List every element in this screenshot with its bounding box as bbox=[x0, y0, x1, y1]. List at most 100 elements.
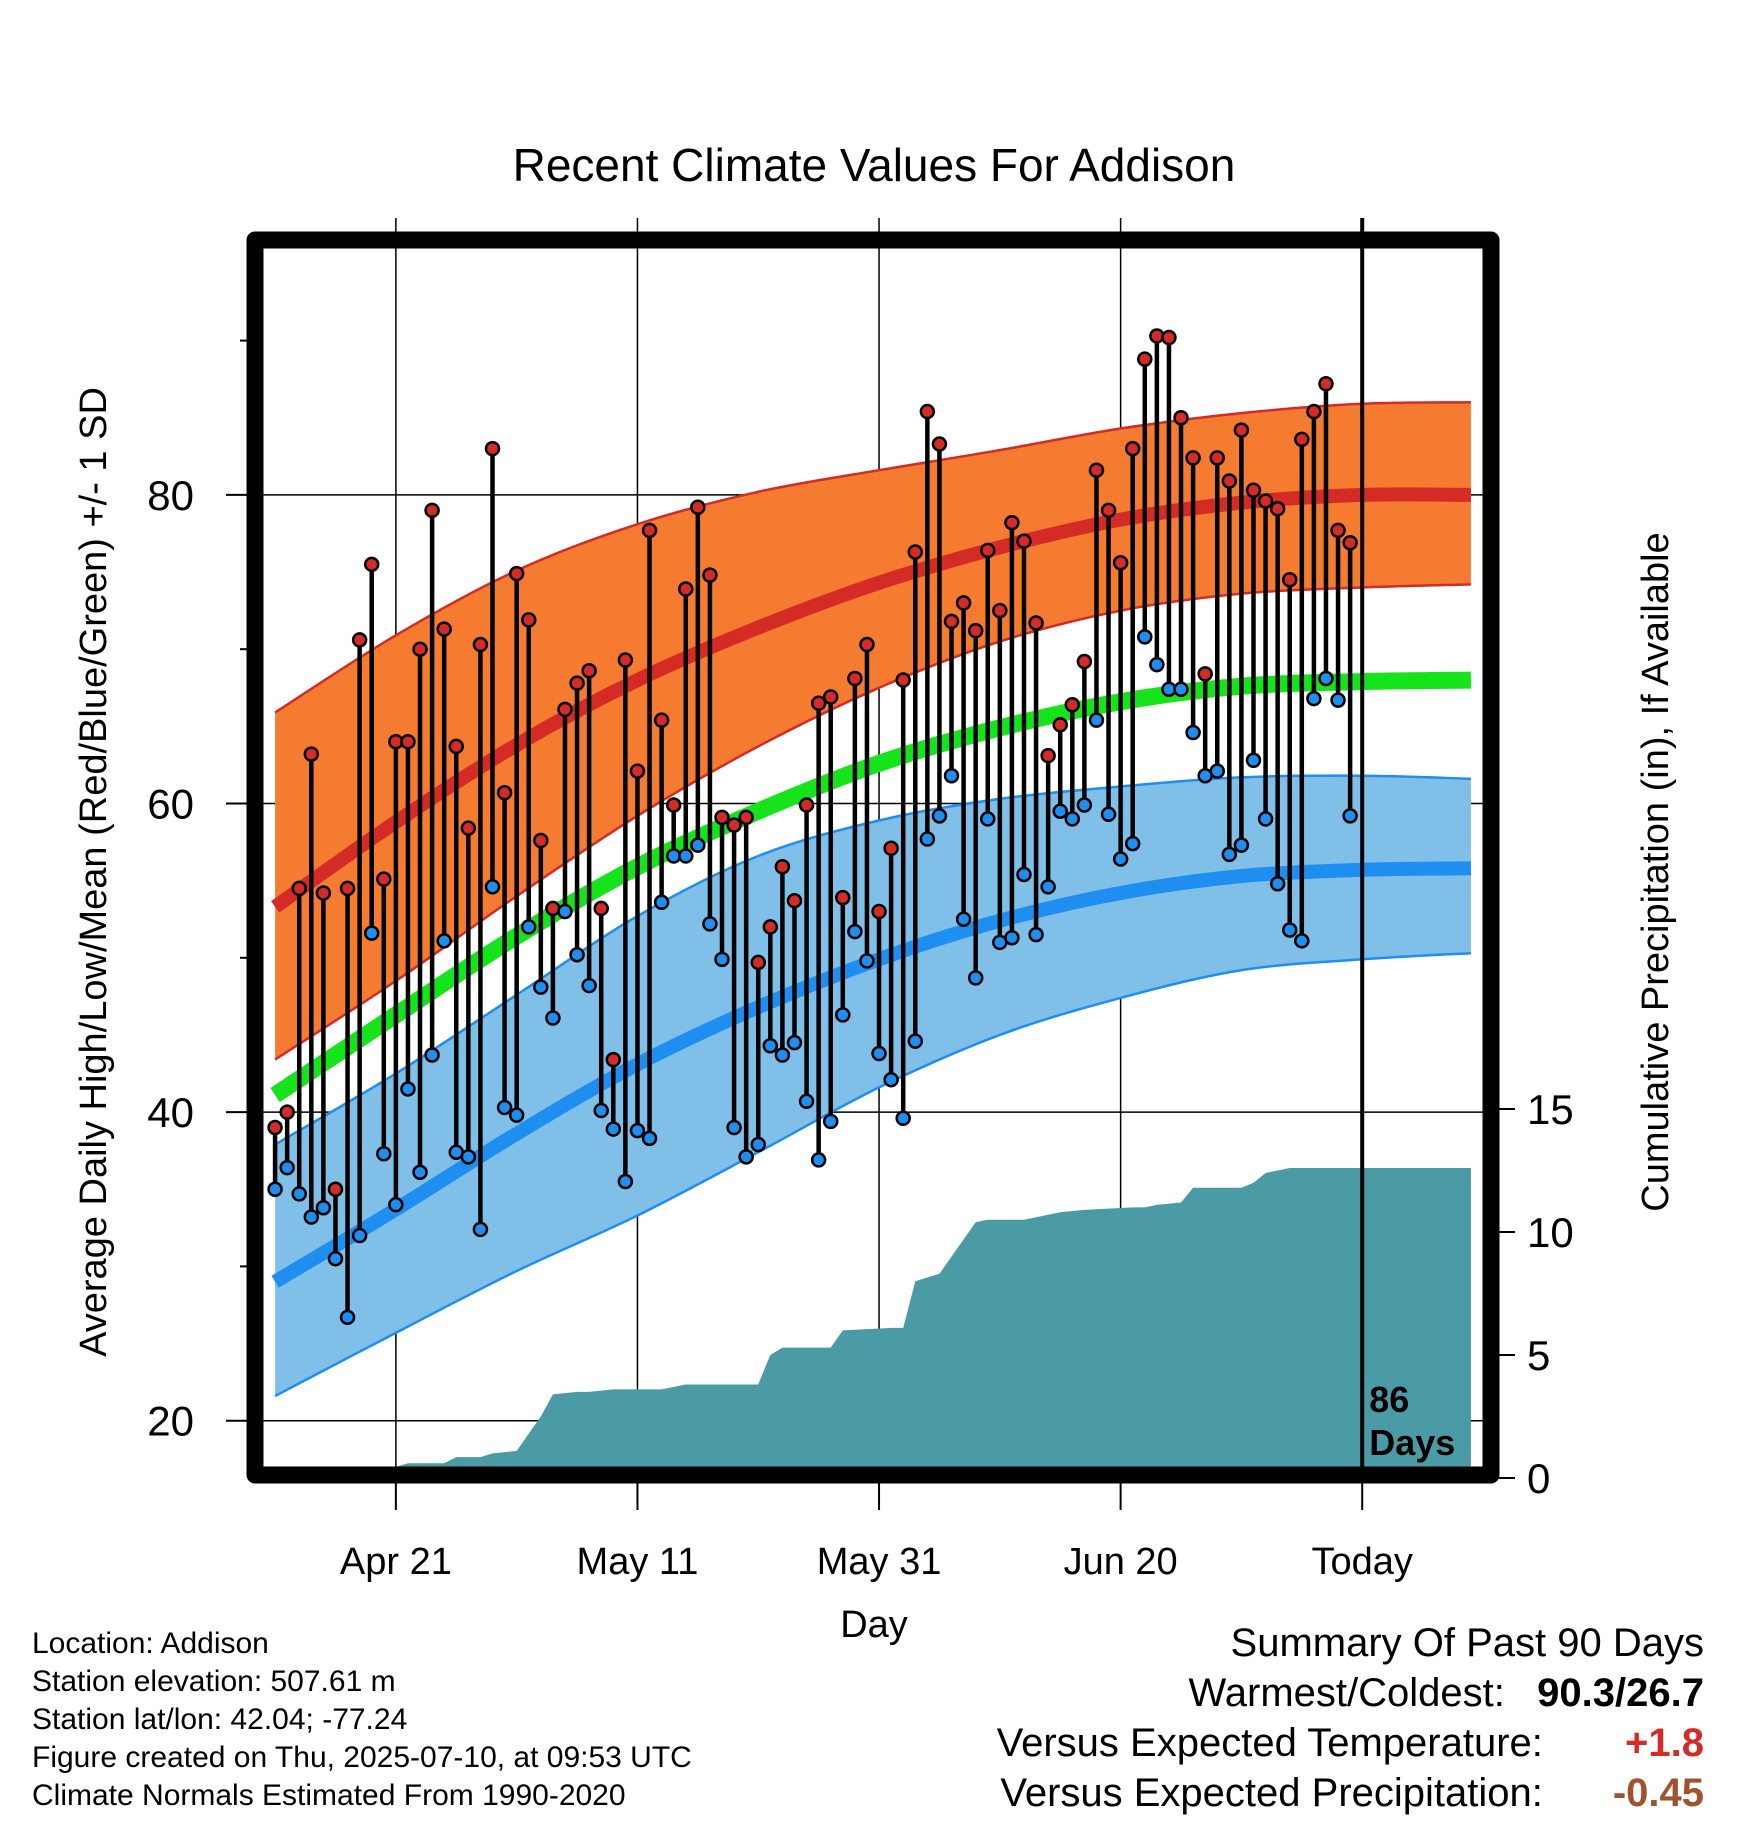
daily-low-point bbox=[895, 1110, 911, 1127]
daily-high-point bbox=[1221, 473, 1238, 489]
daily-low-point bbox=[1294, 933, 1310, 949]
x-tick-label: May 11 bbox=[577, 1541, 699, 1583]
daily-low-point bbox=[714, 951, 730, 968]
x-axis-label: Day bbox=[840, 1604, 908, 1646]
precipitation-area-group bbox=[371, 1168, 1471, 1467]
daily-low-point bbox=[1137, 629, 1153, 645]
daily-low-point bbox=[1173, 681, 1189, 698]
daily-low-point bbox=[786, 1034, 803, 1051]
daily-low-point bbox=[400, 1081, 416, 1097]
daily-low-point bbox=[496, 1099, 513, 1116]
y2-tick-label: 15 bbox=[1527, 1086, 1574, 1133]
daily-low-point bbox=[1318, 670, 1334, 687]
x-tick-label: May 31 bbox=[817, 1541, 942, 1583]
daily-low-point bbox=[363, 925, 380, 941]
daily-high-point bbox=[629, 763, 646, 779]
daily-low-point bbox=[750, 1136, 766, 1153]
daily-high-point bbox=[1245, 482, 1262, 499]
daily-high-point bbox=[1197, 666, 1213, 682]
plot-border bbox=[246, 231, 1500, 1484]
plot-frame bbox=[246, 231, 1500, 1484]
daily-low-point bbox=[1257, 811, 1274, 827]
daily-high-point bbox=[1076, 653, 1093, 670]
x-tick-label: Jun 20 bbox=[1064, 1541, 1178, 1583]
daily-low-point bbox=[279, 1159, 295, 1176]
daily-high-point bbox=[835, 889, 851, 906]
high-band-upper-edge bbox=[274, 401, 1471, 714]
daily-low-point bbox=[484, 879, 501, 895]
daily-low-point bbox=[315, 1200, 332, 1216]
daily-high-point bbox=[641, 522, 658, 539]
daily-low-point bbox=[980, 811, 996, 827]
daily-low-point bbox=[1306, 690, 1322, 707]
daily-low-point bbox=[617, 1173, 634, 1190]
y-tick-label: 20 bbox=[147, 1398, 194, 1445]
daily-low-point bbox=[762, 1038, 779, 1054]
low-band-lower-edge bbox=[274, 951, 1471, 1398]
daily-high-point bbox=[1209, 450, 1226, 466]
daily-high-point bbox=[967, 622, 984, 639]
daily-low-point bbox=[1221, 846, 1238, 863]
daily-high-point bbox=[1004, 514, 1020, 531]
daily-low-point bbox=[1209, 763, 1226, 779]
daily-range-sticks bbox=[267, 328, 1358, 1326]
daily-low-point bbox=[859, 953, 875, 969]
daily-high-point bbox=[1281, 572, 1298, 588]
daily-high-point bbox=[424, 502, 440, 519]
daily-low-point bbox=[593, 1102, 609, 1119]
daily-low-point bbox=[1330, 692, 1346, 708]
daily-low-point bbox=[376, 1146, 392, 1162]
x-tick-label: Apr 21 bbox=[340, 1541, 452, 1583]
daily-low-point bbox=[1245, 752, 1262, 769]
daily-low-point bbox=[883, 1071, 899, 1088]
daily-high-point bbox=[1016, 533, 1032, 549]
daily-high-point bbox=[376, 871, 392, 887]
daily-low-point bbox=[1028, 926, 1044, 943]
daily-high-point bbox=[1088, 462, 1105, 478]
daily-high-point bbox=[1257, 493, 1274, 509]
daily-high-point bbox=[726, 817, 742, 833]
daily-high-point bbox=[412, 641, 428, 657]
daily-high-point bbox=[1052, 717, 1068, 733]
daily-high-point bbox=[1269, 501, 1286, 517]
daily-low-point bbox=[412, 1164, 428, 1181]
daily-low-point bbox=[931, 808, 948, 824]
daily-high-point bbox=[1233, 422, 1250, 438]
daily-high-point bbox=[1124, 440, 1141, 457]
daily-high-point bbox=[665, 797, 682, 813]
axes: Apr 21 May 11 May 31 Jun 20 Today 20 40 60 80 0 5 1… bbox=[147, 339, 1574, 1583]
days-label-count: 86 bbox=[1369, 1379, 1409, 1420]
daily-high-point bbox=[992, 602, 1008, 619]
daily-low-point bbox=[738, 1149, 754, 1165]
y2-tick-label: 0 bbox=[1527, 1455, 1550, 1502]
daily-high-point bbox=[895, 672, 911, 688]
chart-title: Recent Climate Values For Addison bbox=[513, 139, 1236, 191]
daily-high-point bbox=[907, 544, 924, 560]
daily-low-point bbox=[822, 1113, 839, 1130]
daily-high-point bbox=[919, 403, 936, 420]
daily-low-point bbox=[847, 923, 863, 940]
daily-low-point bbox=[678, 848, 694, 864]
daily-low-point bbox=[1040, 879, 1056, 895]
daily-high-point bbox=[847, 670, 863, 687]
daily-low-point bbox=[424, 1047, 440, 1063]
daily-low-point bbox=[291, 1186, 307, 1202]
daily-high-point bbox=[1318, 376, 1334, 392]
location-text: Location: Addison bbox=[32, 1627, 269, 1660]
latlon-text: Station lat/lon: 42.04; -77.24 bbox=[32, 1703, 408, 1736]
daily-high-point bbox=[750, 954, 766, 971]
daily-high-point bbox=[605, 1051, 622, 1068]
summary-extremes-row: Warmest/Coldest: 90.3/26.7 bbox=[997, 1668, 1705, 1718]
daily-high-point bbox=[1173, 409, 1189, 426]
daily-high-point bbox=[810, 695, 827, 711]
daily-high-point bbox=[1306, 403, 1322, 420]
daily-low-point bbox=[1233, 837, 1250, 853]
daily-high-point bbox=[267, 1119, 283, 1136]
daily-low-point bbox=[702, 916, 718, 932]
daily-high-point bbox=[678, 581, 694, 597]
daily-high-point bbox=[1342, 534, 1358, 551]
summary-temp-label: Versus Expected Temperature: bbox=[996, 1721, 1543, 1765]
daily-high-point bbox=[822, 689, 839, 705]
daily-low-point bbox=[508, 1107, 525, 1123]
